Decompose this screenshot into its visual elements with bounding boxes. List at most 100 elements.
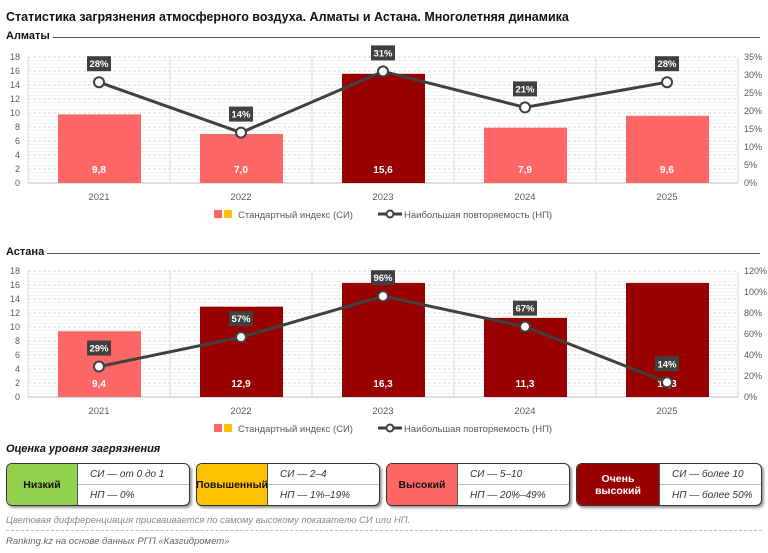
np-value-label: 57% xyxy=(231,314,251,325)
y-tick-label: 12 xyxy=(10,308,20,318)
level-np: НП — 1%–19% xyxy=(280,489,351,501)
y-tick-label: 16 xyxy=(10,280,20,290)
bar-2025 xyxy=(626,115,709,183)
bar-value-label: 9,8 xyxy=(92,165,106,176)
y-tick-label: 8 xyxy=(15,122,20,132)
x-tick-label: 2023 xyxy=(372,192,393,203)
np-label-bg xyxy=(371,45,395,61)
legend-swatch-elevated xyxy=(224,424,232,432)
y-tick-label: 14 xyxy=(10,80,20,90)
np-label-bg xyxy=(513,81,537,97)
y-tick-label: 16 xyxy=(10,66,20,76)
np-point xyxy=(235,331,247,344)
level-card-low: Низкий СИ — от 0 до 1 НП — 0% xyxy=(6,463,190,506)
np-value-label: 14% xyxy=(657,359,677,370)
level-np: НП — более 50% xyxy=(672,489,753,501)
y-tick-label: 10 xyxy=(10,108,20,118)
chart-title-astana: Астана xyxy=(6,246,48,258)
np-point xyxy=(661,376,673,389)
y2-tick-label: 5% xyxy=(744,160,757,170)
legend-marker-np xyxy=(385,209,395,219)
x-tick-label: 2024 xyxy=(514,406,535,417)
bar-value-label: 16,3 xyxy=(373,379,393,390)
legend-label-si: Стандартный индекс (СИ) xyxy=(238,424,353,435)
bar-value-label: 7,0 xyxy=(234,165,248,176)
x-tick-label: 2025 xyxy=(656,406,677,417)
y2-tick-label: 80% xyxy=(744,308,762,318)
y2-tick-label: 30% xyxy=(744,70,762,80)
x-tick-label: 2022 xyxy=(230,192,251,203)
y-tick-label: 2 xyxy=(15,164,20,174)
y-tick-label: 14 xyxy=(10,294,20,304)
x-tick-label: 2021 xyxy=(88,406,109,417)
np-value-label: 28% xyxy=(89,59,109,70)
legend-heading: Оценка уровня загрязнения xyxy=(6,443,161,455)
bar-value-label: 12,9 xyxy=(231,379,251,390)
np-point xyxy=(377,290,389,303)
y-tick-label: 0 xyxy=(15,178,20,188)
y-tick-label: 6 xyxy=(15,350,20,360)
level-name: Очень высокий xyxy=(577,464,660,505)
legend-swatch-elevated xyxy=(224,210,232,218)
np-label-bg xyxy=(513,300,537,316)
np-value-label: 14% xyxy=(231,110,251,121)
np-point xyxy=(661,76,673,89)
bar-2021 xyxy=(58,114,141,183)
y-tick-label: 12 xyxy=(10,94,20,104)
section-divider xyxy=(6,253,760,254)
level-name: Низкий xyxy=(7,464,78,505)
level-si: СИ — от 0 до 1 xyxy=(78,464,189,485)
x-tick-label: 2023 xyxy=(372,406,393,417)
y2-tick-label: 40% xyxy=(744,350,762,360)
chart-almaty: 0 2 4 6 8 10 12 14 16 18 0% 5% 10% 15% 20% 25% 30% 35% 9,8… xyxy=(10,45,762,221)
section-divider xyxy=(6,37,760,38)
x-tick-label: 2024 xyxy=(514,192,535,203)
x-tick-label: 2021 xyxy=(88,192,109,203)
level-card-very-high: Очень высокий СИ — более 10 НП — более 50… xyxy=(576,463,762,506)
np-value-label: 28% xyxy=(657,59,677,70)
y2-tick-label: 0% xyxy=(744,178,757,188)
np-point xyxy=(93,76,105,89)
level-np: НП — 20%–49% xyxy=(470,489,546,501)
legend-swatch-high xyxy=(214,424,222,432)
y2-tick-label: 60% xyxy=(744,329,762,339)
y-tick-label: 0 xyxy=(15,392,20,402)
level-si: СИ — 5–10 xyxy=(458,464,569,485)
source: Ranking.kz на основе данных РГП «Казгидр… xyxy=(6,536,230,547)
y-tick-label: 2 xyxy=(15,378,20,388)
y2-tick-label: 0% xyxy=(744,392,757,402)
np-label-bg xyxy=(229,311,253,327)
np-label-bg xyxy=(371,270,395,286)
np-value-label: 29% xyxy=(89,344,109,355)
np-label-bg xyxy=(87,340,111,356)
np-label-bg xyxy=(229,106,253,122)
level-np: НП — 0% xyxy=(90,489,135,501)
y2-tick-label: 15% xyxy=(744,124,762,134)
y2-tick-label: 20% xyxy=(744,371,762,381)
chart-astana: 0 2 4 6 8 10 12 14 16 18 0% 20% 40% 60% 80% 100% 120% 9,4… xyxy=(10,266,767,435)
np-label-bg xyxy=(655,56,679,72)
level-si: СИ — более 10 xyxy=(660,464,761,485)
bar-value-label: 11,3 xyxy=(516,379,535,390)
np-point xyxy=(93,360,105,373)
np-value-label: 67% xyxy=(515,304,535,315)
y-tick-label: 8 xyxy=(15,336,20,346)
y-tick-label: 18 xyxy=(10,52,20,62)
bar-value-label: 15,6 xyxy=(373,165,393,176)
np-value-label: 21% xyxy=(515,84,535,95)
y-tick-label: 18 xyxy=(10,266,20,276)
np-point xyxy=(235,126,247,139)
legend-label-np: Наибольшая повторяемость (НП) xyxy=(404,210,552,221)
np-label-bg xyxy=(87,56,111,72)
chart-title-almaty: Алматы xyxy=(6,30,53,42)
x-tick-label: 2025 xyxy=(656,192,677,203)
legend-label-np: Наибольшая повторяемость (НП) xyxy=(404,424,552,435)
level-si: СИ — 2–4 xyxy=(268,464,379,485)
y2-tick-label: 35% xyxy=(744,52,762,62)
x-tick-label: 2022 xyxy=(230,406,251,417)
y-tick-label: 10 xyxy=(10,322,20,332)
np-value-label: 31% xyxy=(373,48,393,59)
np-point xyxy=(377,65,389,78)
legend-label-si: Стандартный индекс (СИ) xyxy=(238,210,353,221)
